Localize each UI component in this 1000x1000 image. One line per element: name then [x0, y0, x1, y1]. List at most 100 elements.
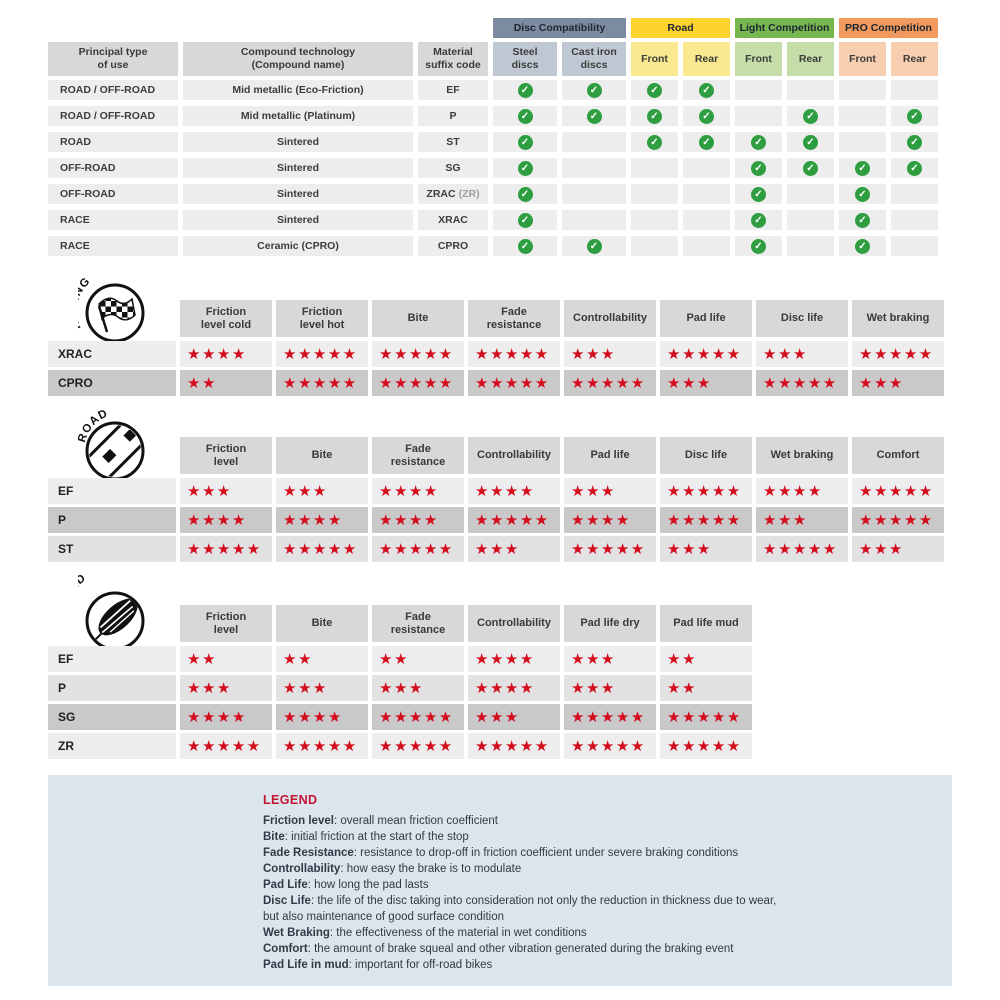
check-cell: ✓: [631, 80, 678, 100]
check-cell: ✓: [891, 158, 938, 178]
star-cell: ★★: [372, 646, 464, 672]
rating-header-row: Friction level Bite Fade resistance Control…: [48, 605, 752, 642]
star-cell: ★★★: [564, 675, 656, 701]
legend-text: : how long the pad lasts: [307, 879, 429, 891]
star-cell: ★★★: [180, 478, 272, 504]
green-circle-check-icon: ✓: [517, 134, 533, 150]
green-circle-check-icon: ✓: [586, 82, 602, 98]
star-rating-3of5: ★★★: [283, 482, 328, 500]
legend-line: Bite: initial friction at the start of t…: [263, 829, 932, 845]
code-text: ST: [446, 136, 460, 148]
legend-text: : initial friction at the start of the s…: [284, 831, 469, 843]
check-cell: ✓: [735, 236, 782, 256]
star-cell: ★★: [276, 646, 368, 672]
check-cell: [787, 184, 834, 204]
use-cell: ROAD / OFF-ROAD: [48, 106, 178, 126]
star-rating-3of5: ★★★: [571, 679, 616, 697]
green-circle-check-icon: ✓: [751, 238, 766, 254]
compound-cell: Sintered: [183, 210, 413, 230]
star-rating-2of5: ★★: [187, 650, 217, 668]
rating-column-header: Friction level: [180, 605, 272, 642]
star-rating-3of5: ★★★: [475, 708, 520, 726]
green-circle-check-icon: ✓: [586, 238, 602, 254]
sub-header: Steel discs: [493, 42, 557, 76]
column-header: Principal type of use: [48, 42, 178, 76]
star-cell: ★★★★★: [852, 478, 944, 504]
star-cell: ★★★: [564, 478, 656, 504]
rating-column-header: Controllability: [564, 300, 656, 337]
compound-cell: Ceramic (CPRO): [183, 236, 413, 256]
green-circle-check-icon: ✓: [647, 108, 662, 124]
check-cell: [891, 236, 938, 256]
check-cell: ✓: [493, 106, 557, 126]
star-cell: ★★★: [852, 536, 944, 562]
star-cell: ★★★★: [276, 704, 368, 730]
code-text: EF: [446, 84, 460, 96]
star-cell: ★★★★: [756, 478, 848, 504]
star-rating-5of5: ★★★★★: [283, 540, 358, 558]
legend-line: Fade Resistance: resistance to drop-off …: [263, 845, 932, 861]
check-cell: [787, 210, 834, 230]
star-cell: ★★★★★: [564, 370, 656, 396]
legend-line: but also maintenance of good surface con…: [263, 909, 932, 925]
legend-text: : how easy the brake is to modulate: [340, 863, 522, 875]
star-cell: ★★★★★: [468, 341, 560, 367]
check-cell: [839, 132, 886, 152]
star-cell: ★★★★★: [852, 507, 944, 533]
compound-code-cell: SG: [48, 704, 176, 730]
star-cell: ★★★★★: [564, 704, 656, 730]
check-cell: ✓: [562, 236, 626, 256]
star-rating-3of5: ★★★: [667, 374, 712, 392]
star-rating-5of5: ★★★★★: [763, 540, 838, 558]
star-cell: ★★★: [852, 370, 944, 396]
star-rating-2of5: ★★: [667, 650, 697, 668]
star-rating-4of5: ★★★★: [187, 511, 247, 529]
green-circle-check-icon: ✓: [803, 108, 818, 124]
green-circle-check-icon: ✓: [907, 134, 922, 150]
star-cell: ★★★★: [372, 478, 464, 504]
star-cell: ★★★★★: [564, 536, 656, 562]
star-cell: ★★★★★: [372, 536, 464, 562]
star-cell: ★★★★★: [372, 733, 464, 759]
use-cell: ROAD / OFF-ROAD: [48, 80, 178, 100]
star-rating-3of5: ★★★: [379, 679, 424, 697]
check-cell: ✓: [735, 158, 782, 178]
code-cell: XRAC: [418, 210, 488, 230]
table-row: ROAD Sintered ST ✓ ✓ ✓ ✓ ✓ ✓: [48, 132, 938, 152]
star-rating-3of5: ★★★: [187, 679, 232, 697]
star-rating-4of5: ★★★★: [379, 482, 439, 500]
star-cell: ★★★★: [468, 675, 560, 701]
star-rating-3of5: ★★★: [667, 540, 712, 558]
check-cell: ✓: [787, 106, 834, 126]
check-cell: [683, 158, 730, 178]
sub-header: Front: [735, 42, 782, 76]
check-cell: ✓: [631, 132, 678, 152]
green-circle-check-icon: ✓: [647, 134, 662, 150]
compound-cell: Sintered: [183, 158, 413, 178]
check-cell: ✓: [735, 210, 782, 230]
legend-term: Disc Life: [263, 895, 311, 907]
check-cell: [631, 210, 678, 230]
rating-column-header: Friction level: [180, 437, 272, 474]
star-rating-4of5: ★★★★: [763, 482, 823, 500]
rating-row: P ★★★ ★★★ ★★★ ★★★★ ★★★ ★★: [48, 675, 752, 701]
check-cell: ✓: [493, 236, 557, 256]
star-cell: ★★★★★: [276, 536, 368, 562]
use-cell: OFF-ROAD: [48, 184, 178, 204]
table-row: ROAD / OFF-ROAD Mid metallic (Eco-Frictio…: [48, 80, 938, 100]
legend-text: : resistance to drop-off in friction coe…: [353, 847, 739, 859]
check-cell: [839, 106, 886, 126]
legend-term: Pad Life in mud: [263, 959, 349, 971]
rating-row: P ★★★★ ★★★★ ★★★★ ★★★★★ ★★★★ ★★★★★ ★★★ ★★★★★: [48, 507, 944, 533]
star-rating-3of5: ★★★: [571, 482, 616, 500]
column-header-row: Principal type of use Compound technology…: [48, 42, 938, 76]
star-cell: ★★: [180, 646, 272, 672]
star-rating-5of5: ★★★★★: [571, 737, 646, 755]
legend-text: but also maintenance of good surface con…: [263, 911, 505, 923]
star-cell: ★★★: [180, 675, 272, 701]
star-rating-5of5: ★★★★★: [571, 374, 646, 392]
rating-column-header: Wet braking: [852, 300, 944, 337]
star-cell: ★★★★★: [660, 341, 752, 367]
road-ratings-table: Friction level Bite Fade resistance Control…: [48, 437, 944, 565]
legend-text: : the life of the disc taking into consi…: [310, 895, 777, 907]
